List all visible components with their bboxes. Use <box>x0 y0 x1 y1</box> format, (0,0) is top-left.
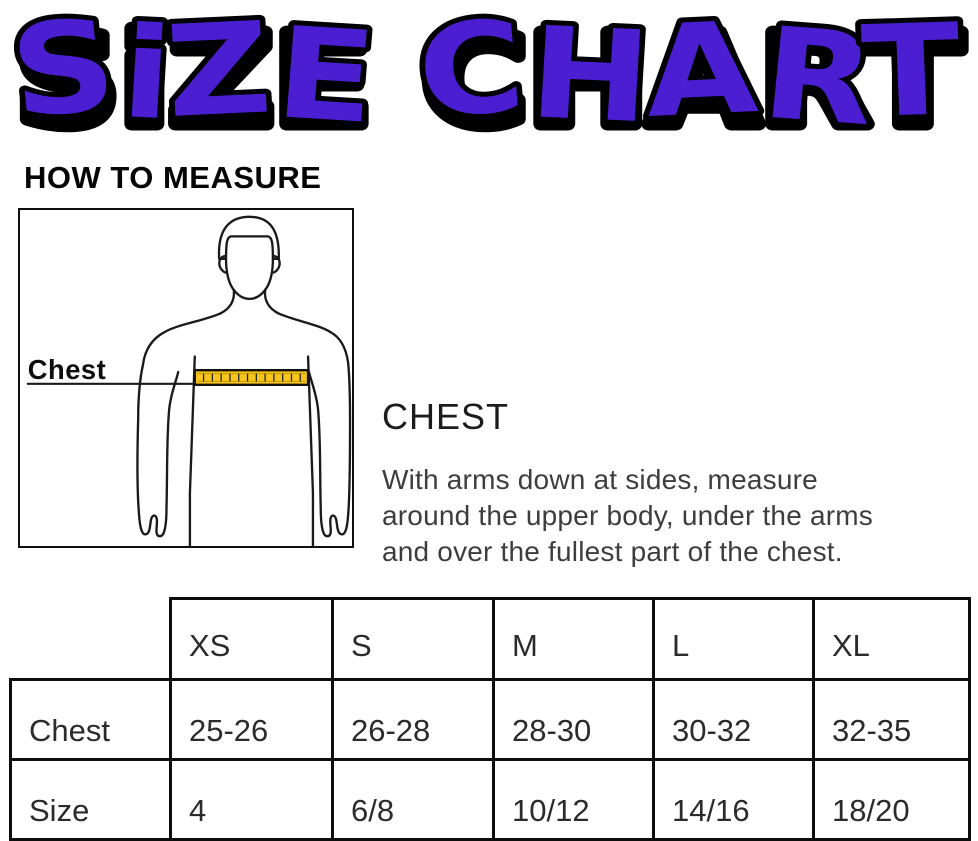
column-header-xl: XL <box>812 597 971 681</box>
chest-description-line-1: With arms down at sides, measure <box>382 464 818 495</box>
tape-tick-marks <box>202 373 301 382</box>
column-header-l: L <box>652 597 815 681</box>
chest-diagram-label: Chest <box>28 354 106 385</box>
size-value-m: 10/12 <box>492 758 655 841</box>
torso-right-line <box>306 355 315 546</box>
chest-instructions: CHEST With arms down at sides, measure a… <box>382 396 972 570</box>
chest-section-heading: CHEST <box>382 396 510 437</box>
face <box>224 257 275 301</box>
size-row: Size 4 6/8 10/12 14/16 18/20 <box>9 758 971 841</box>
person-figure: Chest <box>26 215 352 546</box>
size-value-s: 6/8 <box>331 758 495 841</box>
row-label-chest: Chest <box>9 678 172 761</box>
chest-description-line-2: around the upper body, under the arms <box>382 500 873 531</box>
size-value-l: 14/16 <box>652 758 815 841</box>
chest-value-l: 30-32 <box>652 678 815 761</box>
size-chart-title: SiZE CHART SiZE CHART <box>0 0 978 161</box>
right-ear <box>271 254 281 274</box>
row-label-size: Size <box>9 758 172 841</box>
size-table-header-row: XS S M L XL <box>11 597 971 681</box>
chest-value-m: 28-30 <box>492 678 655 761</box>
left-ear <box>218 254 228 274</box>
blank-corner-cell <box>11 599 171 680</box>
size-table: XS S M L XL Chest 25-26 26-28 28-30 30-3… <box>9 597 971 841</box>
left-arm <box>136 312 222 538</box>
right-arm <box>277 312 352 538</box>
neck-left <box>219 288 236 315</box>
column-header-s: S <box>331 597 495 681</box>
chest-description-line-3: and over the fullest part of the chest. <box>382 536 843 567</box>
size-value-xs: 4 <box>169 758 334 841</box>
title-shadow-text: SiZE CHART <box>16 7 962 154</box>
size-value-xl: 18/20 <box>812 758 971 841</box>
column-header-xs: XS <box>169 597 334 681</box>
title-text: SiZE CHART <box>6 0 963 155</box>
tape-stripes <box>197 373 306 382</box>
chest-row: Chest 25-26 26-28 28-30 30-32 32-35 <box>9 678 971 761</box>
chest-value-xl: 32-35 <box>812 678 971 761</box>
chest-value-xs: 25-26 <box>169 678 334 761</box>
neck-right <box>263 288 280 315</box>
measure-diagram: Chest <box>18 208 354 548</box>
title-logo: SiZE CHART SiZE CHART <box>1 0 969 161</box>
hair <box>217 215 280 261</box>
column-header-m: M <box>492 597 655 681</box>
how-to-measure-heading: HOW TO MEASURE <box>24 160 322 195</box>
torso-left-line <box>188 355 196 546</box>
chest-value-s: 26-28 <box>331 678 495 761</box>
